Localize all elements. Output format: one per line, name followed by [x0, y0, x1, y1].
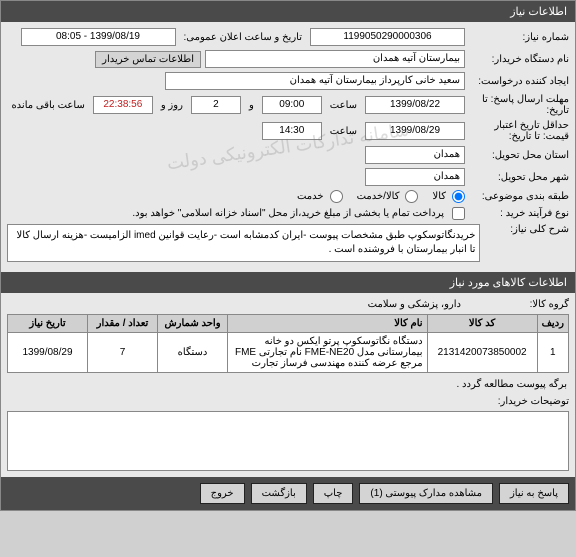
cell-qty: 7	[88, 333, 158, 373]
group-value: دارو، پزشکی و سلامت	[364, 299, 465, 310]
exit-button[interactable]: خروج	[200, 483, 245, 504]
province-value: همدان	[365, 146, 465, 164]
remain-label: ساعت باقی مانده	[7, 100, 88, 111]
cell-idx: 1	[537, 333, 568, 373]
window-title-bar: اطلاعات نیاز	[1, 1, 575, 22]
need-no-label: شماره نیاز:	[469, 32, 569, 43]
process-note: پرداخت تمام یا بخشی از مبلغ خرید،از محل …	[7, 208, 448, 219]
buyer-value: بیمارستان آتیه همدان	[205, 50, 465, 68]
province-label: استان محل تحویل:	[469, 150, 569, 161]
contact-buyer-button[interactable]: اطلاعات تماس خریدار	[95, 51, 201, 68]
budget-label: طبقه بندی موضوعی:	[469, 191, 569, 202]
items-header-row: ردیف کد کالا نام کالا واحد شمارش تعداد /…	[8, 315, 569, 333]
row-province: استان محل تحویل: همدان	[7, 146, 569, 164]
row-deadline: مهلت ارسال پاسخ: تا تاریخ: 1399/08/22 سا…	[7, 94, 569, 116]
day-and-label: روز و	[157, 100, 187, 111]
and-label: و	[245, 100, 258, 111]
validity-hour: 14:30	[262, 122, 322, 140]
radio-goods-service[interactable]	[405, 190, 418, 203]
need-info-window: اطلاعات نیاز شماره نیاز: 119905029000030…	[0, 0, 576, 511]
cell-date: 1399/08/29	[8, 333, 88, 373]
general-desc-text: خریدنگاتوسکوپ طبق مشخصات پیوست -ایران کد…	[7, 224, 480, 262]
public-time-label: تاریخ و ساعت اعلان عمومی:	[180, 32, 307, 43]
validity-label: حداقل تاریخ اعتبار قیمت: تا تاریخ:	[469, 120, 569, 142]
col-qty: تعداد / مقدار	[88, 315, 158, 333]
group-label: گروه کالا:	[469, 299, 569, 310]
cell-name: دستگاه نگاتوسکوپ پرتو ایکس دو خانه بیمار…	[228, 333, 428, 373]
items-section-header: اطلاعات کالاهای مورد نیاز	[1, 272, 575, 293]
col-date: تاریخ نیاز	[8, 315, 88, 333]
days-left: 2	[191, 96, 241, 114]
hour-label-2: ساعت	[326, 126, 361, 137]
footer-bar: پاسخ به نیاز مشاهده مدارک پیوستی (1) چاپ…	[1, 477, 575, 510]
process-label: نوع فرآیند خرید :	[469, 208, 569, 219]
radio-service[interactable]	[330, 190, 343, 203]
items-table: ردیف کد کالا نام کالا واحد شمارش تعداد /…	[7, 314, 569, 373]
col-idx: ردیف	[537, 315, 568, 333]
city-label: شهر محل تحویل:	[469, 172, 569, 183]
general-desc-label: شرح کلی نیاز:	[484, 224, 569, 235]
buyer-notes-label: توضیحات خریدار:	[469, 396, 569, 407]
buyer-notes-area	[7, 411, 569, 471]
treasury-checkbox[interactable]	[452, 207, 465, 220]
deadline-label: مهلت ارسال پاسخ: تا تاریخ:	[469, 94, 569, 116]
col-code: کد کالا	[427, 315, 537, 333]
creator-value: سعید خانی کارپرداز بیمارستان آتیه همدان	[165, 72, 465, 90]
main-panel: شماره نیاز: 1199050290000306 تاریخ و ساع…	[1, 22, 575, 272]
row-budget-type: طبقه بندی موضوعی: کالا کالا/خدمت خدمت	[7, 190, 569, 203]
print-button[interactable]: چاپ	[313, 483, 354, 504]
need-no-value: 1199050290000306	[310, 28, 465, 46]
window-title: اطلاعات نیاز	[510, 6, 567, 18]
attachments-button[interactable]: مشاهده مدارک پیوستی (1)	[359, 483, 493, 504]
radio-goods[interactable]	[452, 190, 465, 203]
creator-label: ایجاد کننده درخواست:	[469, 76, 569, 87]
row-city: شهر محل تحویل: همدان	[7, 168, 569, 186]
attach-note: برگه پیوست مطالعه گردد .	[9, 379, 567, 390]
validity-date: 1399/08/29	[365, 122, 465, 140]
deadline-date: 1399/08/22	[365, 96, 465, 114]
row-creator: ایجاد کننده درخواست: سعید خانی کارپرداز …	[7, 72, 569, 90]
row-general-desc: شرح کلی نیاز: خریدنگاتوسکوپ طبق مشخصات پ…	[7, 224, 569, 262]
cell-code: 2131420073850002	[427, 333, 537, 373]
radio-service-label: خدمت	[297, 191, 324, 202]
row-process: نوع فرآیند خرید : پرداخت تمام یا بخشی از…	[7, 207, 569, 220]
items-section-title: اطلاعات کالاهای مورد نیاز	[450, 277, 567, 289]
buyer-label: نام دستگاه خریدار:	[469, 54, 569, 65]
reply-button[interactable]: پاسخ به نیاز	[499, 483, 569, 504]
time-left: 22:38:56	[93, 96, 153, 114]
cell-unit: دستگاه	[158, 333, 228, 373]
items-panel: گروه کالا: دارو، پزشکی و سلامت ردیف کد ک…	[1, 293, 575, 477]
col-name: نام کالا	[228, 315, 428, 333]
cancel-button[interactable]: بازگشت	[251, 483, 307, 504]
row-need-no: شماره نیاز: 1199050290000306 تاریخ و ساع…	[7, 28, 569, 46]
hour-label: ساعت	[326, 100, 361, 111]
items-table-wrap: ردیف کد کالا نام کالا واحد شمارش تعداد /…	[7, 314, 569, 373]
row-group: گروه کالا: دارو، پزشکی و سلامت	[7, 299, 569, 310]
row-validity: حداقل تاریخ اعتبار قیمت: تا تاریخ: 1399/…	[7, 120, 569, 142]
public-time-value: 1399/08/19 - 08:05	[21, 28, 176, 46]
row-buyer: نام دستگاه خریدار: بیمارستان آتیه همدان …	[7, 50, 569, 68]
radio-goods-label: کالا	[432, 191, 446, 202]
deadline-hour: 09:00	[262, 96, 322, 114]
radio-goods-service-label: کالا/خدمت	[357, 191, 400, 202]
city-value: همدان	[365, 168, 465, 186]
col-unit: واحد شمارش	[158, 315, 228, 333]
row-buyer-notes-label: توضیحات خریدار:	[7, 396, 569, 407]
table-row[interactable]: 1 2131420073850002 دستگاه نگاتوسکوپ پرتو…	[8, 333, 569, 373]
